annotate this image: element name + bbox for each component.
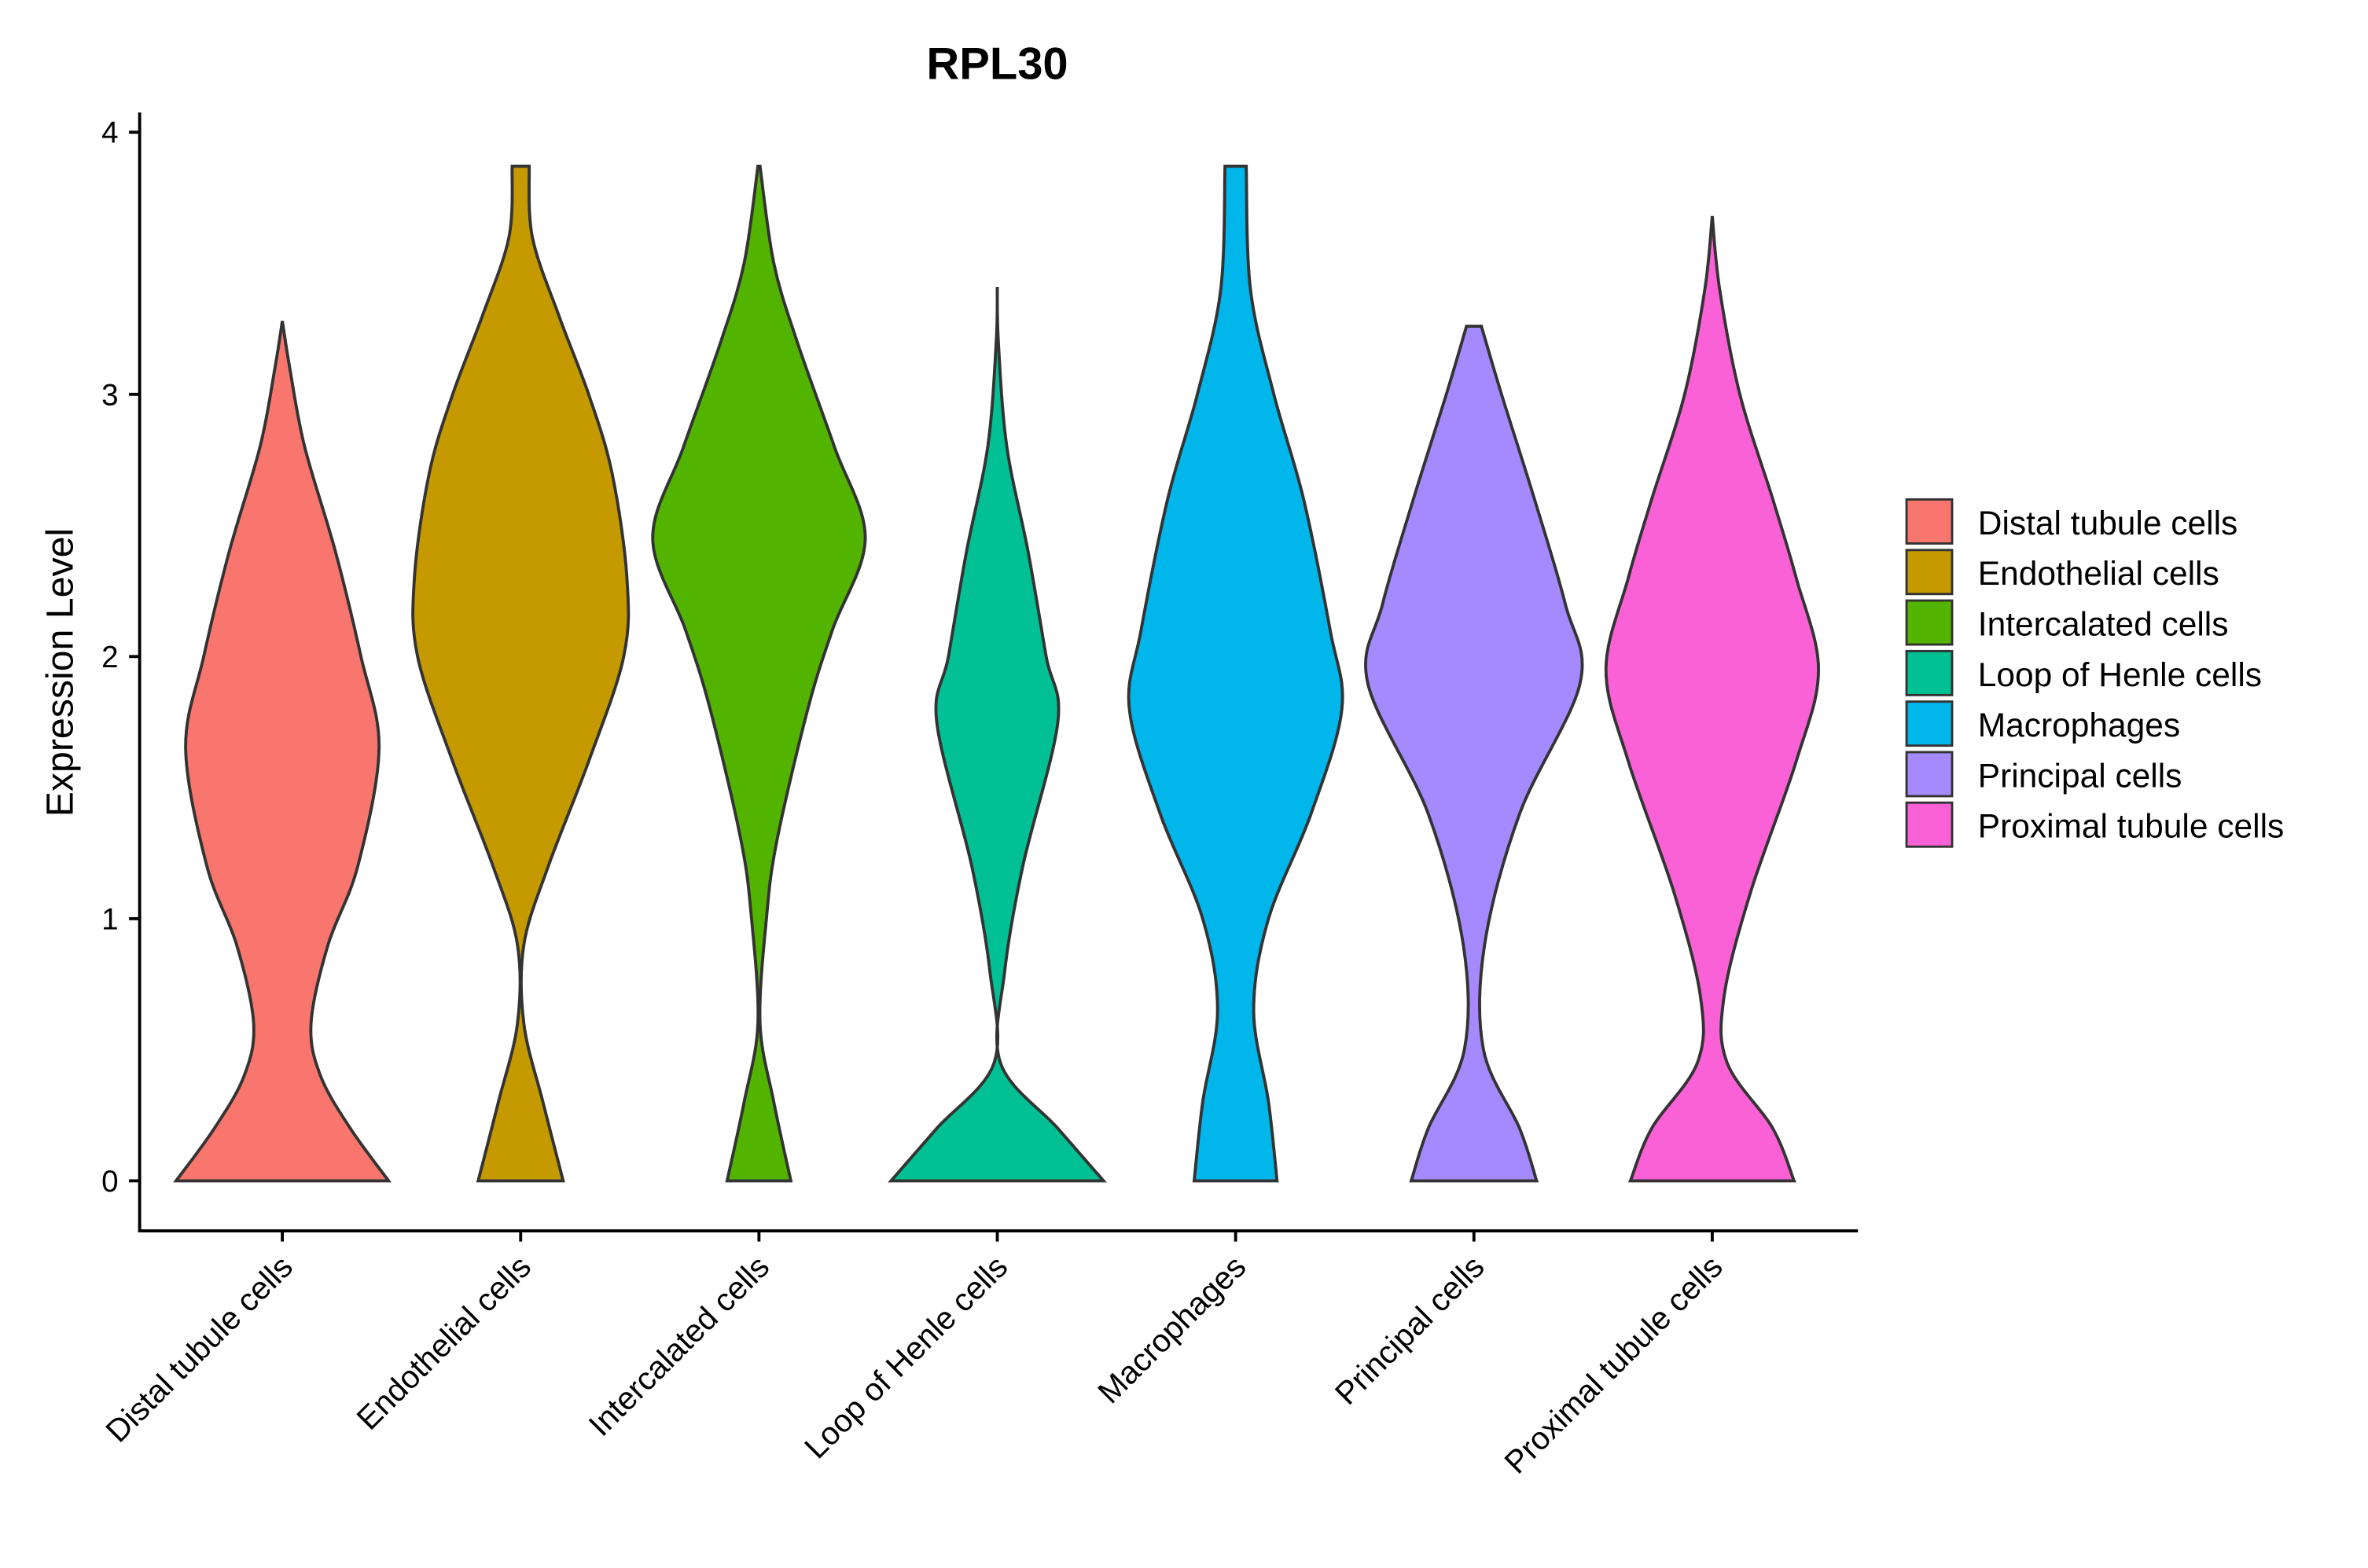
y-tick-label: 1 <box>101 902 118 936</box>
legend: Distal tubule cells Endothelial cells Inte… <box>1905 498 2284 848</box>
violin-distal-tubule-cells <box>173 321 392 1183</box>
x-tick-label: Endothelial cells <box>349 1248 538 1437</box>
legend-key <box>1905 649 1954 696</box>
violin-loop-of-henle-cells <box>888 286 1107 1183</box>
violin-endothelial-cells <box>411 164 631 1183</box>
legend-label: Loop of Henle cells <box>1978 656 2262 693</box>
x-tick-label: Distal tubule cells <box>98 1248 300 1449</box>
legend-label: Proximal tubule cells <box>1978 808 2284 845</box>
violins <box>173 164 1820 1183</box>
legend-label: Endothelial cells <box>1978 555 2219 592</box>
legend-label: Intercalated cells <box>1978 605 2229 642</box>
legend-label: Principal cells <box>1978 757 2182 794</box>
y-tick-label: 0 <box>101 1165 118 1199</box>
x-tick-label: Macrophages <box>1090 1248 1252 1410</box>
violin-proximal-tubule-cells <box>1604 215 1820 1183</box>
legend-key <box>1905 801 1954 848</box>
y-tick-label: 4 <box>101 116 118 150</box>
legend-key <box>1905 599 1954 646</box>
x-tick-label: Principal cells <box>1328 1248 1491 1412</box>
legend-label: Macrophages <box>1978 707 2180 744</box>
violin-macrophages <box>1127 164 1344 1183</box>
legend-key <box>1905 700 1954 747</box>
y-axis-label: Expression Level <box>39 528 82 817</box>
x-ticks: Distal tubule cells Endothelial cells Inte… <box>98 1231 1730 1481</box>
x-tick-label: Loop of Henle cells <box>797 1248 1014 1465</box>
legend-key <box>1905 498 1954 545</box>
legend-label: Distal tubule cells <box>1978 505 2237 542</box>
y-tick-label: 2 <box>101 641 118 674</box>
chart-title: RPL30 <box>926 39 1068 90</box>
violin-intercalated-cells <box>651 164 867 1183</box>
y-ticks: 0 1 2 3 4 <box>101 116 140 1199</box>
legend-key <box>1905 549 1954 596</box>
y-tick-label: 3 <box>101 378 118 412</box>
violin-principal-cells <box>1364 325 1584 1183</box>
legend-key <box>1905 751 1954 798</box>
x-tick-label: Proximal tubule cells <box>1497 1248 1729 1480</box>
x-tick-label: Intercalated cells <box>582 1248 777 1443</box>
